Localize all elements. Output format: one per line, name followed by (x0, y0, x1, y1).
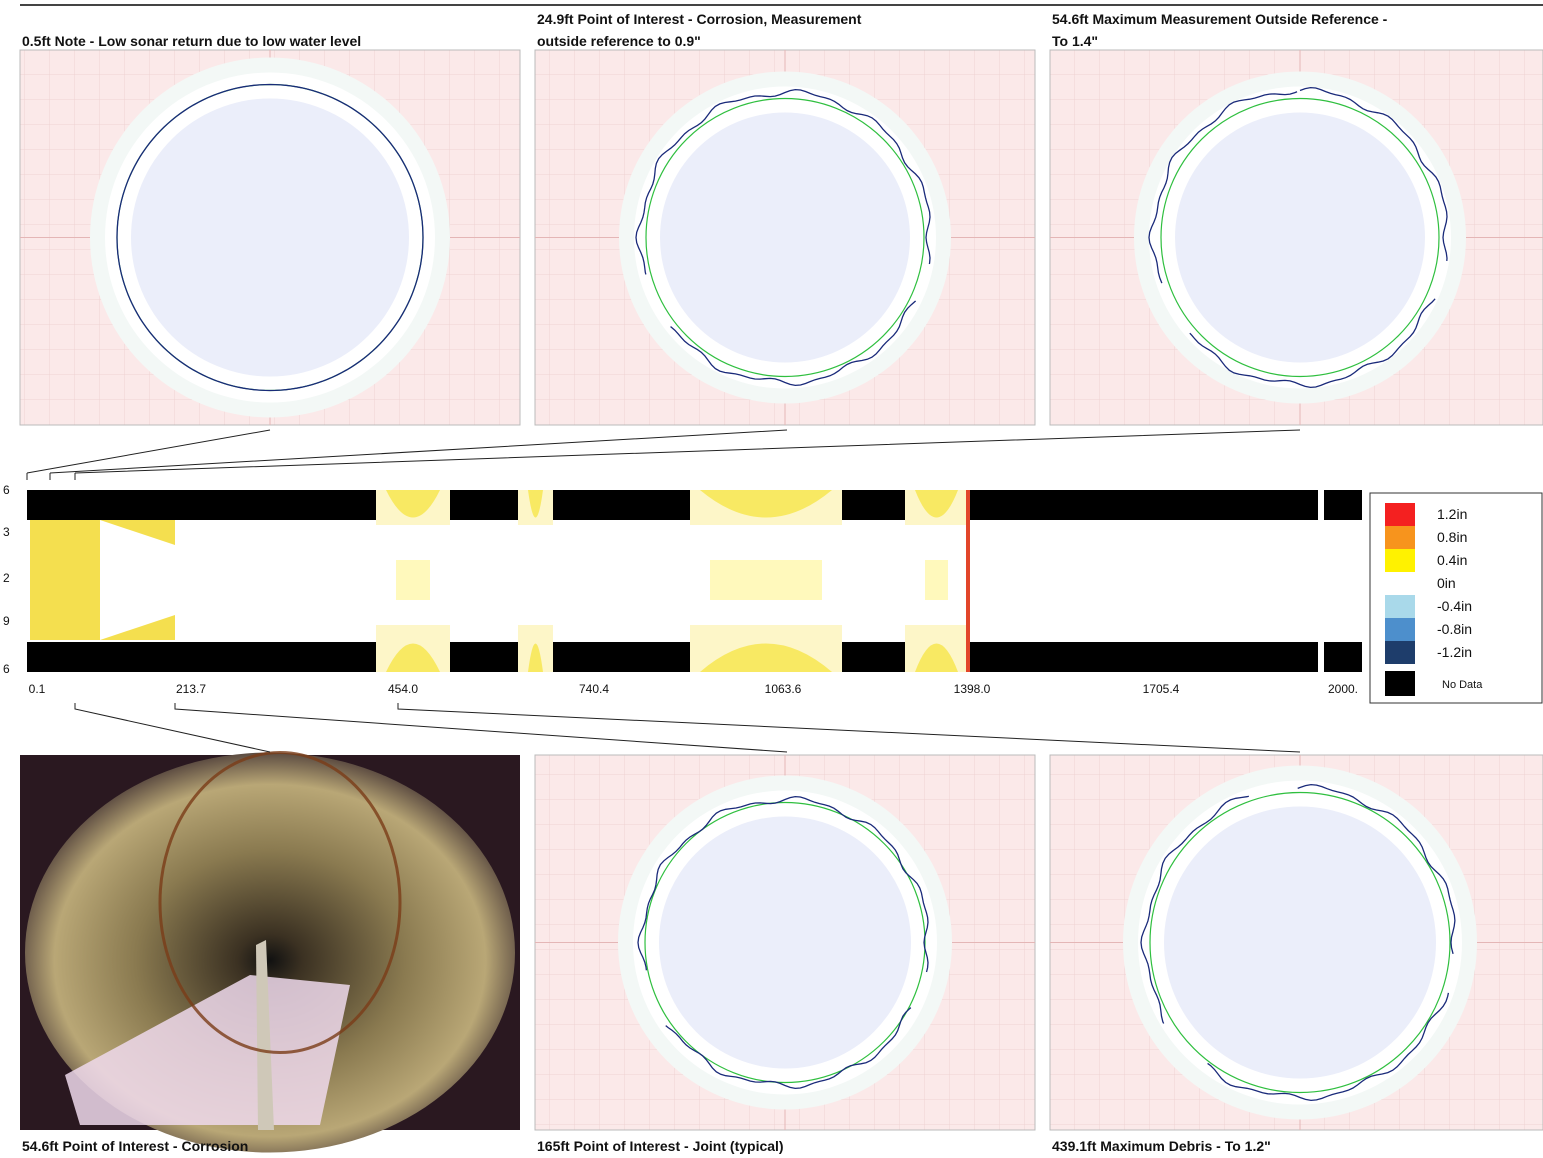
x-label: 0.1 (29, 682, 46, 696)
panels (19, 49, 1543, 1153)
pipe-interior (659, 816, 911, 1069)
x-label: 2000. (1328, 682, 1358, 696)
legend-swatch (1385, 503, 1415, 526)
caption: outside reference to 0.9" (537, 33, 701, 49)
disturbance-yellow (700, 643, 832, 672)
disturbance-yellow (528, 643, 543, 672)
water-zone-edge (100, 520, 175, 640)
disturbance-yellow (528, 490, 543, 518)
y-label: 9 (3, 614, 10, 628)
legend-swatch (1385, 671, 1415, 696)
y-label: 3 (3, 525, 10, 539)
measured-profile (116, 83, 424, 392)
disturbance-yellow (915, 490, 958, 518)
reference-circle (1160, 97, 1440, 378)
disturbance-band (710, 560, 822, 600)
measured-profile (637, 795, 929, 1090)
caption: 0.5ft Note - Low sonar return due to low… (22, 33, 361, 49)
y-label: 2 (3, 571, 10, 585)
pipe-wall (65, 975, 350, 1125)
disturbance-yellow (386, 490, 440, 518)
x-label: 1705.4 (1143, 682, 1180, 696)
caption: 439.1ft Maximum Debris - To 1.2" (1052, 1138, 1271, 1154)
x-label: 1063.6 (765, 682, 802, 696)
legend-swatch (1385, 618, 1415, 641)
joint-ring (158, 751, 402, 1054)
legend: 1.2in 0.8in 0.4in 0in -0.4in -0.8in -1.2in No D… (1385, 503, 1483, 696)
x-label: 740.4 (579, 682, 609, 696)
disturbance-yellow (386, 643, 440, 672)
caption: 24.9ft Point of Interest - Corrosion, Me… (537, 11, 862, 27)
legend-swatch (1385, 595, 1415, 618)
legend-label: 0in (1437, 575, 1456, 591)
measured-profile (1140, 783, 1456, 1102)
legend-label: No Data (1442, 679, 1483, 691)
crawler-mast (256, 940, 274, 1130)
legend-swatch (1385, 641, 1415, 664)
disturbance-yellow (700, 490, 832, 518)
caption: 54.6ft Point of Interest - Corrosion (22, 1138, 248, 1154)
pipe-interior (1175, 112, 1425, 363)
disturbance-band (396, 560, 430, 600)
connectors (26, 429, 1301, 753)
pipe-interior (131, 98, 409, 377)
measured-profile (1148, 86, 1448, 389)
caption: 54.6ft Maximum Measurement Outside Refer… (1052, 11, 1388, 27)
x-label: 213.7 (176, 682, 206, 696)
caption: 165ft Point of Interest - Joint (typical… (537, 1138, 784, 1154)
x-label: 454.0 (388, 682, 418, 696)
x-label: 1398.0 (954, 682, 991, 696)
y-label: 6 (3, 662, 10, 676)
legend-label: 0.4in (1437, 552, 1467, 568)
reference-circle (644, 801, 926, 1084)
legend-label: -0.4in (1437, 598, 1472, 614)
gap (1318, 490, 1324, 672)
disturbance-band (925, 560, 948, 600)
hot-line (966, 490, 970, 672)
reference-circle (645, 97, 925, 378)
legend-label: 1.2in (1437, 506, 1467, 522)
legend-swatch (1385, 549, 1415, 572)
profile-strip: 6 3 2 9 6 0.1 213.7 454.0 740.4 1063.6 1398.0 1705.… (3, 483, 1362, 696)
legend-label: 0.8in (1437, 529, 1467, 545)
y-label: 6 (3, 483, 10, 497)
measured-profile (635, 88, 931, 387)
legend-swatch (1385, 572, 1415, 595)
reference-circle (1149, 791, 1451, 1094)
legend-label: -1.2in (1437, 644, 1472, 660)
caption: To 1.4" (1052, 33, 1098, 49)
legend-label: -0.8in (1437, 621, 1472, 637)
legend-swatch (1385, 526, 1415, 549)
pipe-interior (660, 112, 910, 363)
disturbance-yellow (915, 643, 958, 672)
pipe-interior (1164, 806, 1436, 1079)
